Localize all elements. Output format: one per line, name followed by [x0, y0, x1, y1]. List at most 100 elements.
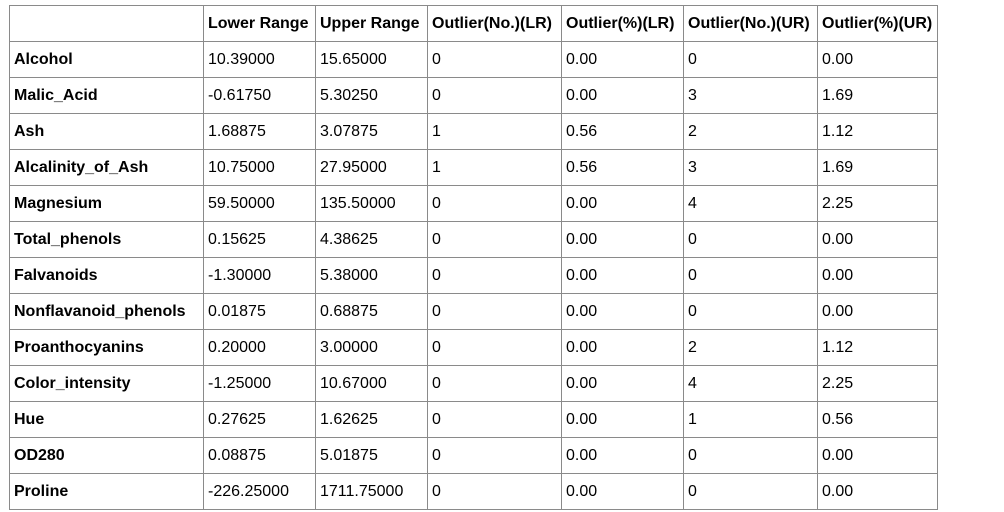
- cell-lower-range: 10.39000: [203, 41, 316, 78]
- cell-outlier-pct-lr: 0.00: [561, 437, 684, 474]
- cell-outlier-pct-lr: 0.00: [561, 293, 684, 330]
- cell-outlier-pct-ur: 0.00: [817, 293, 938, 330]
- cell-upper-range: 3.07875: [315, 113, 428, 150]
- cell-outlier-pct-ur: 2.25: [817, 365, 938, 402]
- header-cell-outlier-count-ur: Outlier(No.)(UR): [683, 5, 818, 42]
- cell-row-label: Magnesium: [9, 185, 204, 222]
- cell-upper-range: 1.62625: [315, 401, 428, 438]
- table-row: OD280 0.08875 5.01875 0 0.00 0 0.00: [9, 437, 938, 474]
- cell-outlier-count-lr: 0: [427, 41, 562, 78]
- cell-row-label: Proline: [9, 473, 204, 510]
- cell-row-label: Ash: [9, 113, 204, 150]
- cell-upper-range: 135.50000: [315, 185, 428, 222]
- cell-row-label: Alcalinity_of_Ash: [9, 149, 204, 186]
- cell-row-label: Alcohol: [9, 41, 204, 78]
- table-body: Alcohol 10.39000 15.65000 0 0.00 0 0.00 Malic_A…: [9, 41, 938, 510]
- cell-outlier-count-ur: 0: [683, 221, 818, 258]
- header-cell-outlier-pct-ur: Outlier(%)(UR): [817, 5, 938, 42]
- cell-upper-range: 1711.75000: [315, 473, 428, 510]
- cell-outlier-count-ur: 0: [683, 41, 818, 78]
- cell-outlier-pct-ur: 0.56: [817, 401, 938, 438]
- cell-outlier-pct-lr: 0.00: [561, 257, 684, 294]
- cell-lower-range: 1.68875: [203, 113, 316, 150]
- cell-outlier-count-lr: 0: [427, 77, 562, 114]
- cell-outlier-pct-lr: 0.00: [561, 185, 684, 222]
- cell-outlier-pct-ur: 0.00: [817, 473, 938, 510]
- cell-outlier-count-ur: 1: [683, 401, 818, 438]
- cell-lower-range: 0.20000: [203, 329, 316, 366]
- cell-row-label: Color_intensity: [9, 365, 204, 402]
- cell-lower-range: -226.25000: [203, 473, 316, 510]
- cell-outlier-count-lr: 0: [427, 401, 562, 438]
- cell-lower-range: -0.61750: [203, 77, 316, 114]
- table-row: Malic_Acid -0.61750 5.30250 0 0.00 3 1.69: [9, 77, 938, 114]
- cell-outlier-count-lr: 1: [427, 149, 562, 186]
- cell-lower-range: 0.01875: [203, 293, 316, 330]
- table-row: Proanthocyanins 0.20000 3.00000 0 0.00 2 1.12: [9, 329, 938, 366]
- cell-outlier-count-lr: 0: [427, 221, 562, 258]
- cell-outlier-pct-lr: 0.00: [561, 329, 684, 366]
- table-row: Total_phenols 0.15625 4.38625 0 0.00 0 0.00: [9, 221, 938, 258]
- cell-outlier-count-ur: 3: [683, 77, 818, 114]
- cell-outlier-pct-lr: 0.00: [561, 365, 684, 402]
- table-row: Nonflavanoid_phenols 0.01875 0.68875 0 0.00 0…: [9, 293, 938, 330]
- cell-upper-range: 5.38000: [315, 257, 428, 294]
- cell-row-label: Nonflavanoid_phenols: [9, 293, 204, 330]
- cell-lower-range: 0.15625: [203, 221, 316, 258]
- cell-upper-range: 10.67000: [315, 365, 428, 402]
- cell-row-label: Proanthocyanins: [9, 329, 204, 366]
- cell-lower-range: -1.25000: [203, 365, 316, 402]
- cell-lower-range: -1.30000: [203, 257, 316, 294]
- cell-outlier-count-lr: 0: [427, 257, 562, 294]
- cell-outlier-pct-ur: 0.00: [817, 41, 938, 78]
- cell-outlier-pct-ur: 1.12: [817, 329, 938, 366]
- cell-lower-range: 0.27625: [203, 401, 316, 438]
- cell-row-label: Hue: [9, 401, 204, 438]
- cell-upper-range: 3.00000: [315, 329, 428, 366]
- cell-outlier-count-lr: 0: [427, 185, 562, 222]
- cell-outlier-count-lr: 0: [427, 437, 562, 474]
- cell-upper-range: 15.65000: [315, 41, 428, 78]
- header-cell-row-label: [9, 5, 204, 42]
- cell-outlier-pct-ur: 0.00: [817, 221, 938, 258]
- cell-outlier-count-lr: 0: [427, 473, 562, 510]
- cell-outlier-count-ur: 2: [683, 329, 818, 366]
- table-row: Hue 0.27625 1.62625 0 0.00 1 0.56: [9, 401, 938, 438]
- cell-row-label: Total_phenols: [9, 221, 204, 258]
- cell-outlier-count-ur: 0: [683, 473, 818, 510]
- table-row: Proline -226.25000 1711.75000 0 0.00 0 0.00: [9, 473, 938, 510]
- cell-outlier-pct-lr: 0.00: [561, 221, 684, 258]
- cell-outlier-pct-lr: 0.00: [561, 401, 684, 438]
- cell-outlier-count-ur: 0: [683, 293, 818, 330]
- cell-outlier-pct-lr: 0.56: [561, 113, 684, 150]
- cell-upper-range: 0.68875: [315, 293, 428, 330]
- cell-outlier-count-ur: 4: [683, 185, 818, 222]
- cell-outlier-count-ur: 0: [683, 257, 818, 294]
- cell-outlier-pct-lr: 0.00: [561, 41, 684, 78]
- cell-outlier-count-lr: 0: [427, 329, 562, 366]
- cell-upper-range: 27.95000: [315, 149, 428, 186]
- header-cell-upper-range: Upper Range: [315, 5, 428, 42]
- cell-outlier-pct-ur: 1.69: [817, 77, 938, 114]
- cell-lower-range: 59.50000: [203, 185, 316, 222]
- cell-outlier-pct-lr: 0.00: [561, 77, 684, 114]
- cell-upper-range: 4.38625: [315, 221, 428, 258]
- header-cell-outlier-count-lr: Outlier(No.)(LR): [427, 5, 562, 42]
- outlier-table-container: Lower Range Upper Range Outlier(No.)(LR)…: [9, 5, 938, 510]
- cell-outlier-pct-ur: 1.12: [817, 113, 938, 150]
- table-row: Ash 1.68875 3.07875 1 0.56 2 1.12: [9, 113, 938, 150]
- cell-upper-range: 5.30250: [315, 77, 428, 114]
- header-cell-lower-range: Lower Range: [203, 5, 316, 42]
- cell-outlier-count-ur: 4: [683, 365, 818, 402]
- cell-row-label: Falvanoids: [9, 257, 204, 294]
- cell-lower-range: 10.75000: [203, 149, 316, 186]
- table-row: Falvanoids -1.30000 5.38000 0 0.00 0 0.00: [9, 257, 938, 294]
- cell-outlier-pct-lr: 0.56: [561, 149, 684, 186]
- cell-outlier-pct-ur: 0.00: [817, 257, 938, 294]
- cell-upper-range: 5.01875: [315, 437, 428, 474]
- cell-outlier-count-ur: 0: [683, 437, 818, 474]
- outlier-table: Lower Range Upper Range Outlier(No.)(LR)…: [9, 5, 938, 510]
- cell-outlier-count-ur: 2: [683, 113, 818, 150]
- table-row: Magnesium 59.50000 135.50000 0 0.00 4 2.25: [9, 185, 938, 222]
- table-header-row: Lower Range Upper Range Outlier(No.)(LR)…: [9, 5, 938, 42]
